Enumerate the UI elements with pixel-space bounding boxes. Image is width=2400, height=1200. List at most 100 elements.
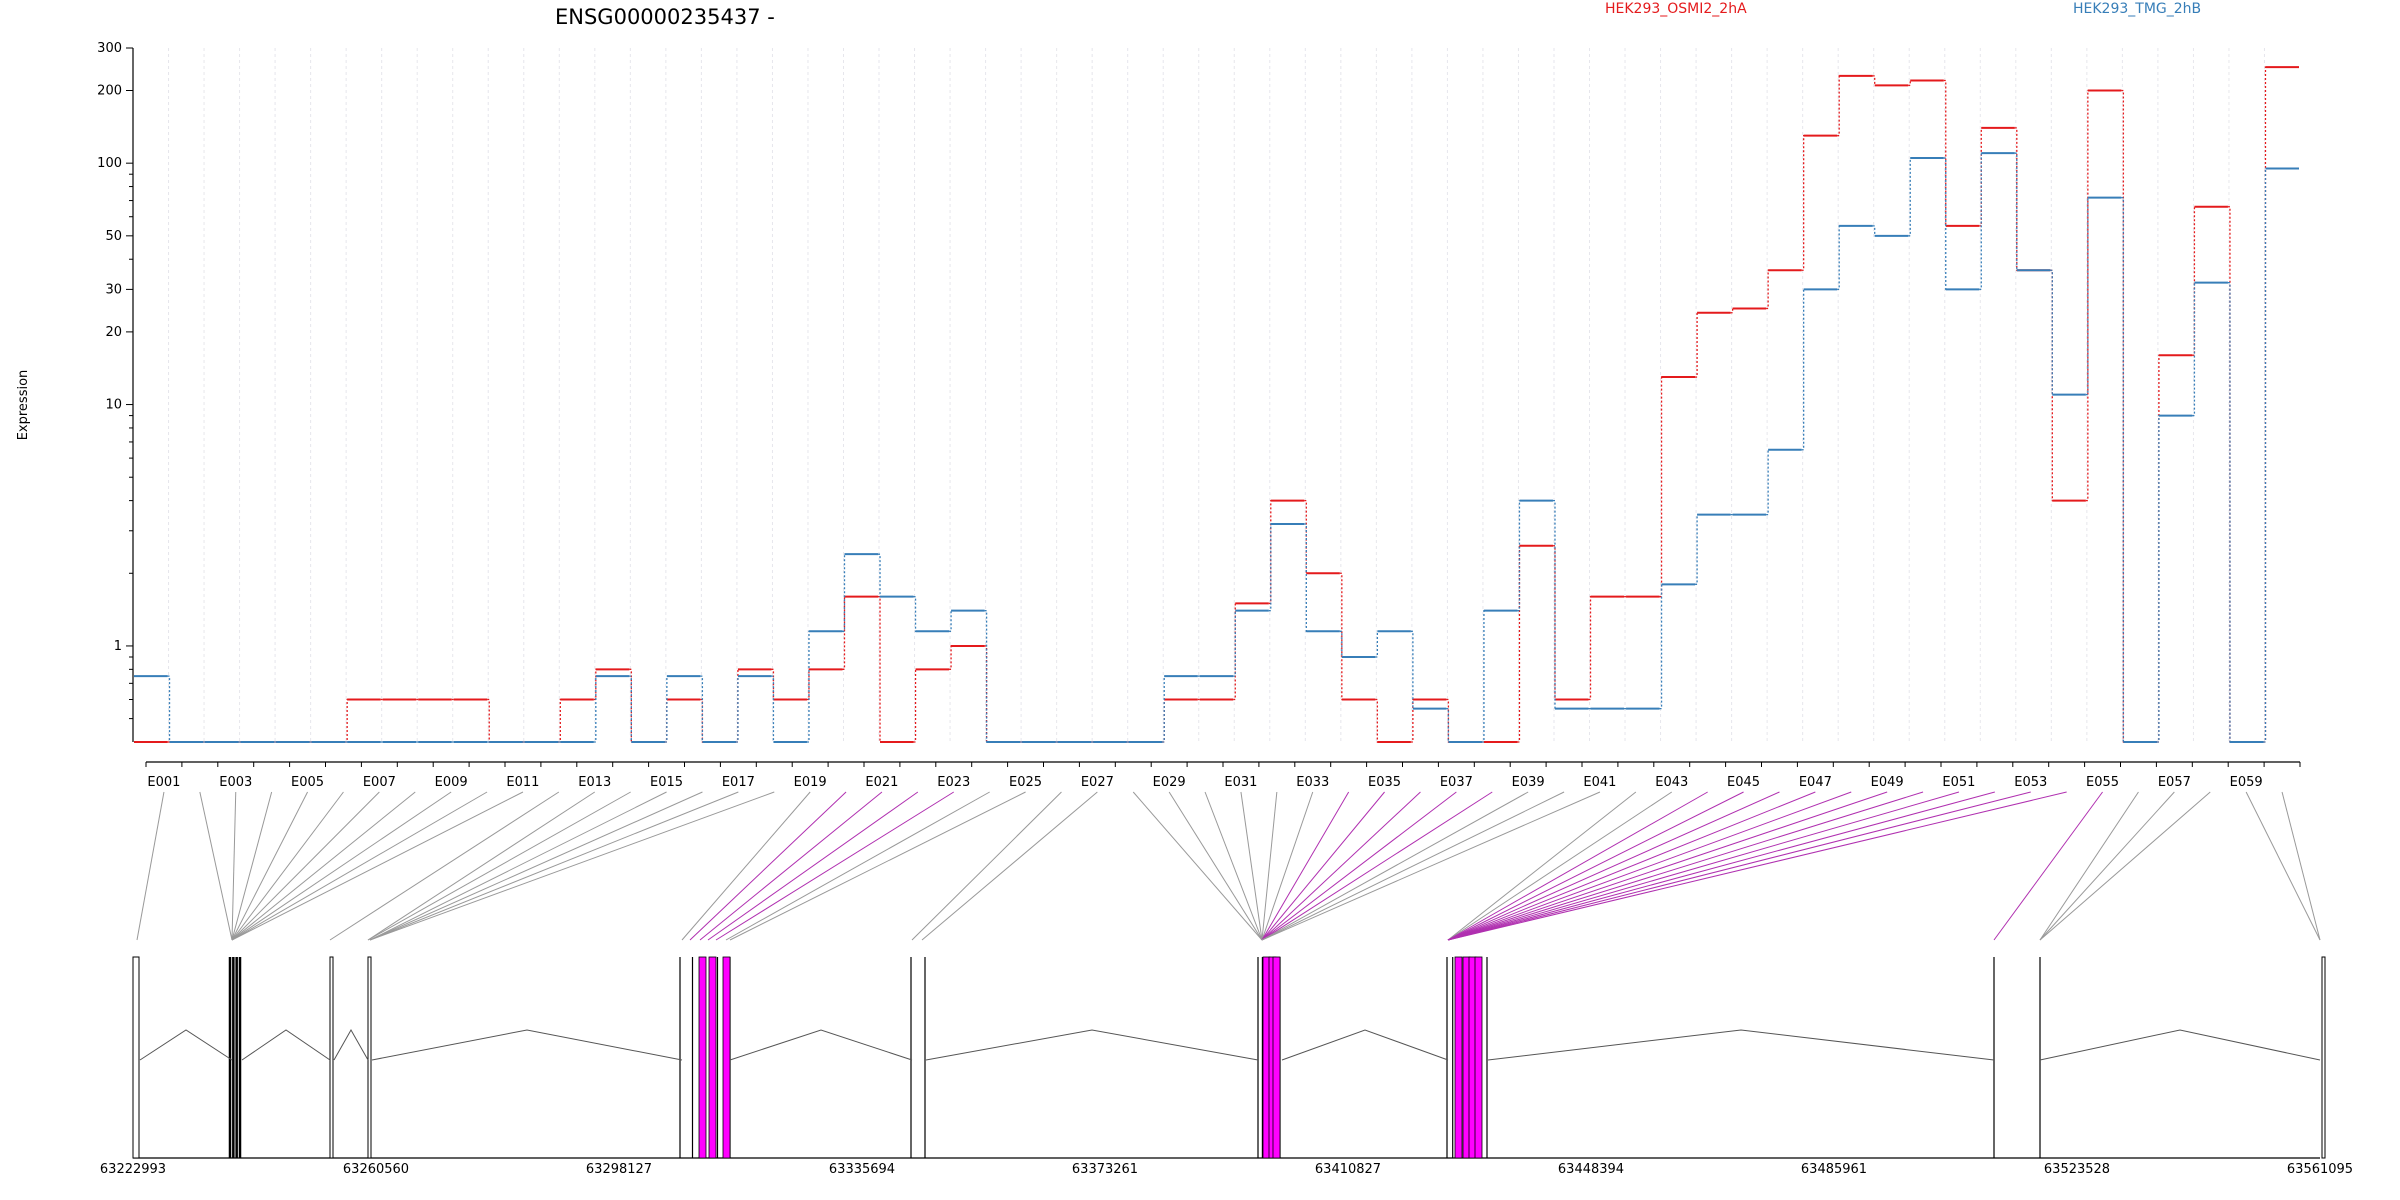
series-1-connector [913,668,918,743]
exon-label: E035 [1368,775,1401,790]
exon-block-highlighted [698,956,707,1159]
series-1-connector [1517,545,1522,743]
exon-block-highlighted [1454,956,1463,1159]
y-tick-label: 100 [97,156,122,171]
legend-series-2: HEK293_TMG_2hB [2073,1,2201,17]
exon-label: E027 [1081,775,1114,790]
series-1-connector [1304,499,1309,574]
exon-label: E059 [2230,775,2263,790]
series-2-connector [2192,281,2197,417]
genomic-coordinate-label: 63298127 [586,1162,652,1177]
exon-label: E057 [2158,775,2191,790]
y-tick-label: 30 [105,282,122,297]
exon-connector [231,791,488,941]
exon-connector [2039,791,2175,941]
exon-connector [329,791,560,941]
exon-label: E049 [1871,775,1904,790]
exon-cluster [329,956,334,1159]
exon-label: E009 [435,775,468,790]
genomic-coordinate-label: 63373261 [1072,1162,1138,1177]
exon-connector [231,791,308,941]
exon-label: E025 [1009,775,1042,790]
exon-connector [699,791,883,941]
exon-connector [231,791,452,941]
exon-connector [1240,791,1263,941]
exon-connector [369,791,703,941]
series-1-connector [1659,376,1664,598]
series-2-connector [1552,499,1557,710]
series-2-connector [2121,196,2126,743]
exon-connector [369,791,775,941]
genomic-coordinate-label: 63222993 [100,1162,166,1177]
x-axis: E001 E003 E005 E007 E009 E011 E013 E015 E017 E019… [145,761,2301,790]
exon-connector [1261,791,1529,941]
exon-block [329,956,334,1159]
y-tick-label: 20 [105,325,122,340]
exon-connector [1447,791,1780,941]
exon-block-highlighted [1272,956,1281,1159]
exon-connector [367,791,596,941]
exon-connector [1261,791,1457,941]
exon-connector [2039,791,2139,941]
exon-label: E053 [2014,775,2047,790]
exon-connector [1447,791,1995,941]
exon-label: E013 [578,775,611,790]
series-1-connector [2192,206,2197,356]
series-1-connector [984,645,989,743]
exon-cluster [1257,956,1281,1159]
exon-connector [1447,791,2031,941]
exon-connector [689,791,847,941]
exon-label: E001 [147,775,180,790]
exon-connector [921,791,1098,941]
exon-cluster [132,956,140,1159]
series-1-connector [629,668,634,743]
exon-connector [231,791,237,941]
exon-connector [1204,791,1263,941]
intron-line [333,1028,369,1061]
intron-line [925,1029,1259,1061]
intron-line [371,1029,683,1061]
exon-connector [1261,791,1314,941]
series-1-connector [842,596,847,670]
series-1-connector [1837,75,1842,137]
exon-label: E055 [2086,775,2119,790]
exon-connector [1168,791,1263,941]
exon-connector [1261,791,1565,941]
series-2-connector [949,610,954,632]
exon-label: E051 [1942,775,1975,790]
intron-line [729,1029,913,1061]
exon-connector [1447,791,1960,941]
exon-label: E031 [1224,775,1257,790]
genomic-coordinate-label: 63410827 [1315,1162,1381,1177]
series-1 [134,66,2299,743]
y-tick-label: 10 [105,398,122,413]
exon-connector [715,791,955,941]
exon-cluster [1446,956,1488,1159]
series-1-connector [1695,312,1700,378]
exon-connector [725,791,990,941]
exon-connector [231,791,524,941]
exon-label: E045 [1727,775,1760,790]
series-1-connector [949,645,954,670]
series-1-connector [2121,89,2126,743]
exon-connector [681,791,811,941]
exon-connector [1447,791,1816,941]
exon-connector [1447,791,1708,941]
grid [168,48,2265,742]
gene-model: 63222993 63260560 63298127 63335694 63373261… [100,956,2353,1177]
y-tick-label: 50 [105,229,122,244]
exon-connector [231,791,344,941]
exon-block-highlighted [722,956,731,1159]
series-2-connector [2050,269,2055,396]
exon-connector [2039,791,2211,941]
exon-connector [1261,791,1493,941]
intron-line [241,1029,331,1061]
exon-label: E005 [291,775,324,790]
exon-label: E023 [937,775,970,790]
series-2-connector [2227,281,2232,743]
exon-label: E015 [650,775,683,790]
exon-connector [136,791,165,941]
series-2-connector [1801,288,1806,451]
y-axis: 1 10 20 30 50 100 200 300 [97,41,134,742]
exon-connector [1447,791,1744,941]
